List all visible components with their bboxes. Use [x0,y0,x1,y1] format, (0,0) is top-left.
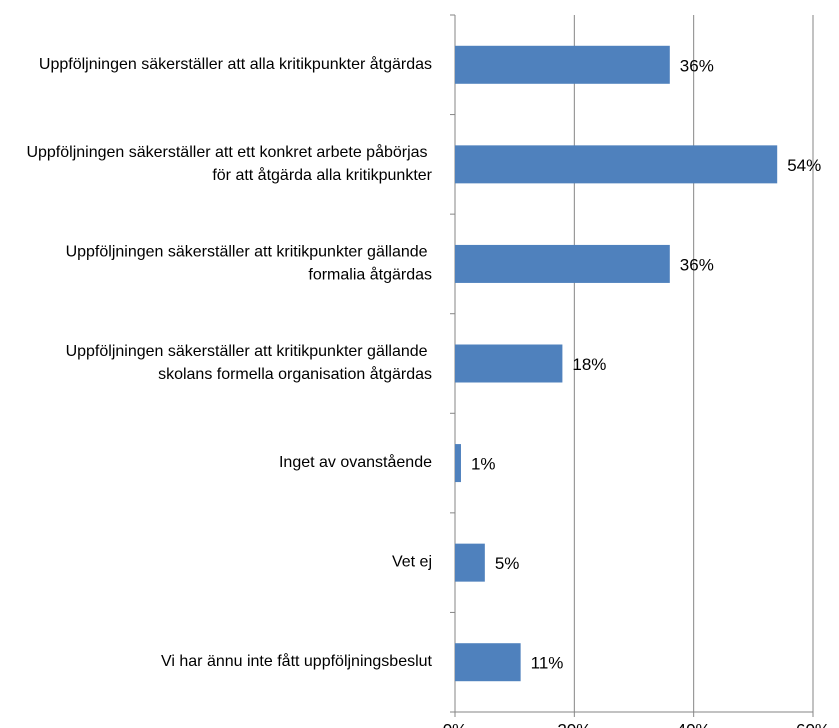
bar [455,45,670,84]
value-label: 54% [787,156,821,175]
value-label: 18% [572,355,606,374]
y-tick-label: Uppföljningen säkerställer att ett konkr… [26,143,432,184]
x-tick-label: 20% [557,720,591,728]
value-label: 1% [471,455,496,474]
y-tick-label: Vi har ännu inte fått uppföljningsbeslut [161,652,433,670]
bar [455,444,461,483]
bar [455,145,778,184]
y-tick-label: Vet ej [392,554,432,571]
value-label: 11% [531,654,564,673]
y-tick-label: Uppföljningen säkerställer att kritikpun… [66,343,432,383]
x-tick-label: 40% [677,720,711,728]
bar [455,543,485,582]
y-tick-label: Inget av ovanstående [279,453,432,471]
y-tick-label: Uppföljningen säkerställer att alla krit… [39,55,432,73]
value-label: 36% [680,255,714,274]
value-label: 36% [680,56,714,75]
y-tick-label: Uppföljningen säkerställer att kritikpun… [66,244,432,284]
x-tick-label: 0% [443,720,468,728]
bar [455,244,670,283]
bar [455,643,521,682]
bar [455,344,563,383]
x-tick-label: 60% [796,720,830,728]
value-label: 5% [495,554,520,573]
